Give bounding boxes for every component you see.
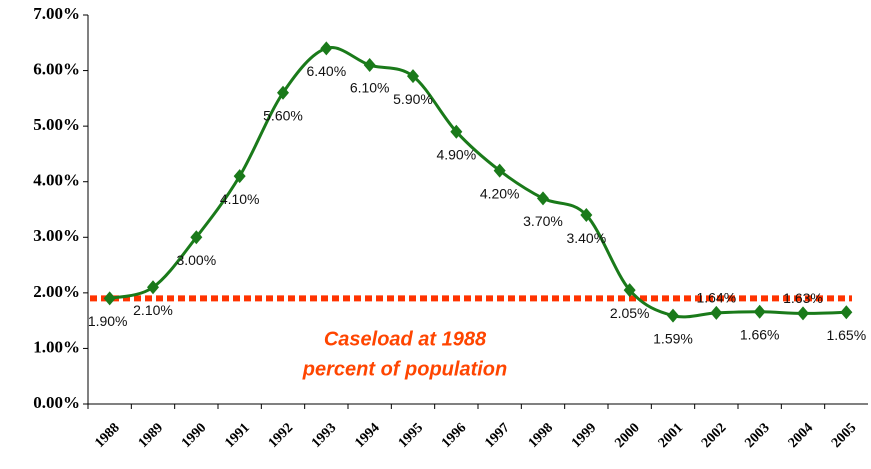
marker <box>797 306 809 321</box>
x-tick-label: 1999 <box>569 420 599 450</box>
marker <box>493 163 506 178</box>
marker <box>190 230 203 245</box>
marker <box>103 291 116 306</box>
marker <box>667 308 679 323</box>
x-tick-label: 2005 <box>829 420 859 450</box>
marker <box>580 208 593 223</box>
x-tick-label: 2002 <box>699 420 729 450</box>
marker <box>450 124 463 139</box>
data-label: 3.40% <box>566 230 606 246</box>
data-label: 6.10% <box>350 80 390 96</box>
marker <box>623 283 636 298</box>
x-tick-label: 1998 <box>526 420 556 450</box>
data-label: 5.90% <box>393 91 433 107</box>
y-tick-label: 5.00% <box>33 115 80 134</box>
x-tick-label: 1989 <box>136 420 166 450</box>
x-tick-label: 2004 <box>786 420 816 450</box>
marker <box>147 280 159 295</box>
marker <box>363 58 376 73</box>
x-tick-label: 1992 <box>266 420 296 450</box>
x-tick-label: 1994 <box>352 420 382 450</box>
x-tick-label: 2003 <box>742 420 772 450</box>
data-label: 4.90% <box>436 146 476 162</box>
data-label: 4.20% <box>480 185 520 201</box>
data-label: 2.05% <box>610 305 650 321</box>
marker <box>753 304 766 319</box>
marker <box>407 69 419 84</box>
marker <box>840 305 853 320</box>
data-label: 3.00% <box>176 252 216 268</box>
marker <box>320 41 333 56</box>
x-tick-label: 1995 <box>396 420 426 450</box>
x-tick-label: 2001 <box>656 420 686 450</box>
data-label: 1.65% <box>826 327 866 343</box>
annotation: Caseload at 1988 <box>324 328 487 350</box>
x-tick-label: 1990 <box>179 420 209 450</box>
y-tick-label: 4.00% <box>33 171 80 190</box>
y-tick-label: 6.00% <box>33 59 80 78</box>
x-tick-label: 1997 <box>482 420 512 450</box>
y-tick-label: 1.00% <box>33 337 80 356</box>
data-label: 2.10% <box>133 302 173 318</box>
marker <box>277 85 289 100</box>
data-label: 5.60% <box>263 108 303 124</box>
x-tick-label: 1991 <box>222 420 252 450</box>
data-label: 1.63% <box>783 290 823 306</box>
data-label: 3.70% <box>523 213 563 229</box>
x-tick-label: 1996 <box>439 420 469 450</box>
y-tick-label: 0.00% <box>33 393 80 412</box>
x-tick-label: 1988 <box>92 420 122 450</box>
data-label: 1.90% <box>88 313 128 329</box>
data-label: 1.64% <box>696 290 736 306</box>
data-label: 4.10% <box>220 191 260 207</box>
x-tick-label: 2000 <box>612 420 642 450</box>
x-tick-label: 1993 <box>309 420 339 450</box>
marker <box>710 305 723 320</box>
y-tick-label: 3.00% <box>33 226 80 245</box>
series-line <box>109 46 847 319</box>
marker <box>537 191 549 206</box>
data-label: 1.66% <box>740 326 780 342</box>
y-tick-label: 2.00% <box>33 282 80 301</box>
marker <box>233 169 246 184</box>
annotation: percent of population <box>302 358 507 380</box>
data-label: 6.40% <box>306 63 346 79</box>
y-tick-label: 7.00% <box>33 4 80 23</box>
data-label: 1.59% <box>653 330 693 346</box>
